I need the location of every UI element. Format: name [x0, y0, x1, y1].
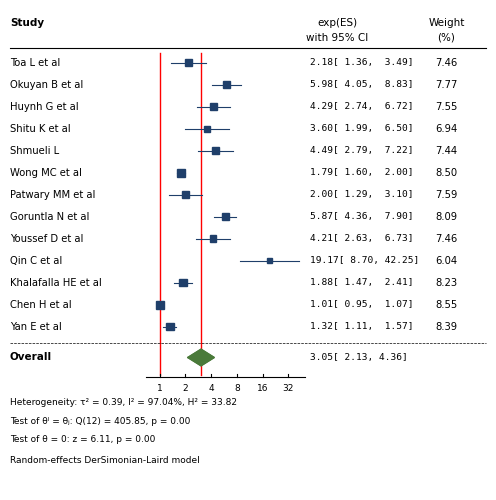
Text: Youssef D et al: Youssef D et al [10, 234, 83, 243]
Text: Khalafalla HE et al: Khalafalla HE et al [10, 278, 102, 287]
FancyBboxPatch shape [180, 279, 186, 286]
FancyBboxPatch shape [212, 148, 219, 154]
Text: 8.23: 8.23 [435, 278, 457, 287]
Text: 8.55: 8.55 [435, 300, 457, 310]
Text: 8.09: 8.09 [435, 212, 457, 222]
Text: 6.04: 6.04 [435, 256, 457, 266]
Text: (%): (%) [437, 32, 455, 42]
Text: 7.46: 7.46 [435, 234, 457, 243]
Text: Patwary MM et al: Patwary MM et al [10, 190, 95, 200]
Text: exp(ES): exp(ES) [317, 18, 357, 28]
Text: 1.88[ 1.47,  2.41]: 1.88[ 1.47, 2.41] [310, 278, 414, 287]
Text: 7.44: 7.44 [435, 146, 457, 156]
Text: 3.05[ 2.13, 4.36]: 3.05[ 2.13, 4.36] [310, 353, 408, 362]
Text: 4.29[ 2.74,  6.72]: 4.29[ 2.74, 6.72] [310, 102, 414, 111]
Text: Okuyan B et al: Okuyan B et al [10, 80, 83, 90]
Text: Test of θ = 0: z = 6.11, p = 0.00: Test of θ = 0: z = 6.11, p = 0.00 [10, 436, 155, 444]
Polygon shape [187, 349, 214, 366]
Text: 4: 4 [208, 384, 214, 393]
Text: 4.49[ 2.79,  7.22]: 4.49[ 2.79, 7.22] [310, 146, 414, 155]
Text: Yan E et al: Yan E et al [10, 322, 62, 332]
FancyBboxPatch shape [178, 169, 185, 176]
Text: Chen H et al: Chen H et al [10, 300, 71, 310]
Text: 7.55: 7.55 [435, 102, 458, 112]
Text: 2.18[ 1.36,  3.49]: 2.18[ 1.36, 3.49] [310, 58, 414, 67]
Text: 8.39: 8.39 [435, 322, 457, 332]
Text: 2.00[ 1.29,  3.10]: 2.00[ 1.29, 3.10] [310, 190, 414, 199]
FancyBboxPatch shape [210, 236, 216, 242]
Text: 6.94: 6.94 [435, 124, 457, 134]
FancyBboxPatch shape [166, 323, 174, 330]
Text: 7.77: 7.77 [435, 80, 458, 90]
Text: 1.32[ 1.11,  1.57]: 1.32[ 1.11, 1.57] [310, 322, 414, 331]
Text: 8: 8 [234, 384, 240, 393]
Text: 7.46: 7.46 [435, 58, 457, 68]
FancyBboxPatch shape [204, 126, 210, 132]
Text: Huynh G et al: Huynh G et al [10, 102, 78, 112]
FancyBboxPatch shape [222, 213, 229, 220]
Text: Study: Study [10, 18, 44, 28]
Text: with 95% CI: with 95% CI [306, 32, 369, 42]
Text: 16: 16 [257, 384, 268, 393]
FancyBboxPatch shape [210, 104, 217, 110]
Text: Shitu K et al: Shitu K et al [10, 124, 70, 134]
Text: Weight: Weight [428, 18, 465, 28]
FancyBboxPatch shape [223, 81, 230, 88]
FancyBboxPatch shape [156, 301, 164, 308]
Text: Overall: Overall [10, 352, 52, 362]
FancyBboxPatch shape [267, 258, 272, 264]
Text: 3.60[ 1.99,  6.50]: 3.60[ 1.99, 6.50] [310, 124, 414, 133]
Text: Toa L et al: Toa L et al [10, 58, 60, 68]
Text: 5.87[ 4.36,  7.90]: 5.87[ 4.36, 7.90] [310, 212, 414, 221]
Text: Heterogeneity: τ² = 0.39, I² = 97.04%, H² = 33.82: Heterogeneity: τ² = 0.39, I² = 97.04%, H… [10, 398, 237, 407]
Text: Qin C et al: Qin C et al [10, 256, 62, 266]
Text: 1: 1 [157, 384, 163, 393]
Text: 32: 32 [283, 384, 294, 393]
Text: 7.59: 7.59 [435, 190, 458, 200]
FancyBboxPatch shape [182, 192, 189, 198]
Text: 1.01[ 0.95,  1.07]: 1.01[ 0.95, 1.07] [310, 300, 414, 309]
Text: Wong MC et al: Wong MC et al [10, 168, 82, 177]
Text: Random-effects DerSimonian-Laird model: Random-effects DerSimonian-Laird model [10, 456, 200, 466]
Text: 5.98[ 4.05,  8.83]: 5.98[ 4.05, 8.83] [310, 80, 414, 89]
Text: Shmueli L: Shmueli L [10, 146, 59, 156]
Text: 8.50: 8.50 [435, 168, 457, 177]
Text: 19.17[ 8.70, 42.25]: 19.17[ 8.70, 42.25] [310, 256, 419, 265]
Text: 4.21[ 2.63,  6.73]: 4.21[ 2.63, 6.73] [310, 234, 414, 243]
Text: 1.79[ 1.60,  2.00]: 1.79[ 1.60, 2.00] [310, 168, 414, 177]
Text: Goruntla N et al: Goruntla N et al [10, 212, 89, 222]
Text: Test of θᴵ = θⱼ: Q(12) = 405.85, p = 0.00: Test of θᴵ = θⱼ: Q(12) = 405.85, p = 0.0… [10, 417, 190, 426]
Text: 2: 2 [183, 384, 188, 393]
FancyBboxPatch shape [185, 60, 192, 66]
